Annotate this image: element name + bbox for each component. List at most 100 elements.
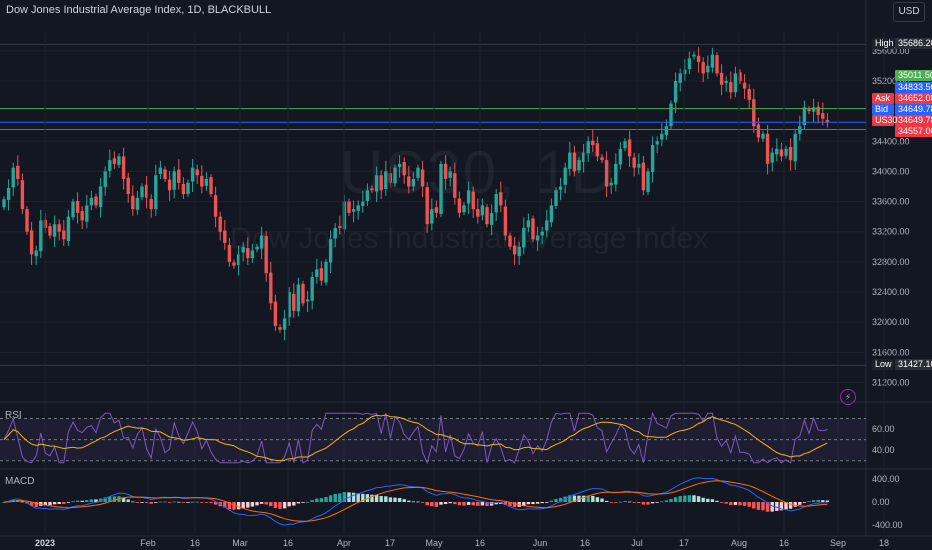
macd-histogram-bar: [457, 502, 462, 506]
candle-body: [476, 209, 480, 217]
x-tick-label: 16: [190, 538, 200, 548]
macd-histogram-bar: [752, 502, 756, 509]
macd-histogram-bar: [80, 500, 84, 502]
candle-body: [232, 262, 236, 266]
candle-body: [347, 201, 351, 213]
currency-button[interactable]: USD: [893, 2, 925, 22]
macd-histogram-bar: [227, 502, 232, 510]
candle-body: [379, 175, 383, 191]
candle-body: [103, 171, 107, 188]
macd-histogram-bar: [278, 502, 282, 509]
candle-body: [784, 148, 788, 156]
macd-histogram-bar: [416, 501, 420, 503]
candle-body: [351, 209, 356, 212]
x-tick-label: 2023: [35, 538, 55, 548]
macd-histogram-bar: [807, 501, 811, 503]
macd-histogram-bar: [434, 502, 439, 507]
macd-histogram-bar: [549, 500, 554, 502]
price-tag-name-low: Low: [872, 359, 894, 371]
y-tick-label: 35200.00: [872, 76, 910, 86]
candle-body: [678, 73, 682, 83]
rsi-label[interactable]: RSI: [5, 410, 22, 421]
candle-body: [85, 205, 89, 222]
candle-body: [236, 254, 241, 266]
macd-histogram-bar: [149, 502, 153, 504]
candle-body: [374, 175, 379, 192]
macd-histogram-bar: [821, 500, 825, 502]
candle-body: [25, 209, 29, 232]
candle-body: [365, 190, 370, 201]
candle-body: [292, 293, 296, 311]
candle-body: [163, 169, 167, 179]
macd-histogram-bar: [140, 502, 144, 503]
price-tag-name-sym: US30: [872, 115, 898, 126]
candle-body: [531, 218, 535, 240]
rsi-line: [3, 411, 828, 465]
candle-body: [462, 205, 466, 213]
candle-body: [227, 244, 232, 262]
candle-body: [540, 231, 544, 236]
macd-histogram-bar: [264, 502, 268, 505]
macd-label[interactable]: MACD: [5, 476, 35, 487]
macd-histogram-bar: [540, 502, 544, 504]
macd-tick-label: -400.00: [872, 520, 903, 530]
macd-histogram-bar: [466, 502, 471, 505]
macd-histogram-bar: [85, 500, 89, 502]
candle-body: [568, 152, 572, 169]
candle-body: [287, 292, 291, 318]
candle-body: [535, 235, 540, 241]
x-tick-label: Jul: [631, 538, 643, 548]
candle-body: [6, 188, 11, 200]
lightning-icon[interactable]: ⚡: [840, 389, 856, 405]
macd-histogram-bar: [637, 502, 641, 503]
candle-body: [177, 169, 181, 183]
candle-body: [121, 156, 126, 179]
macd-histogram-bar: [48, 502, 52, 506]
macd-histogram-bar: [476, 502, 480, 506]
macd-histogram-bar: [384, 496, 388, 502]
candle-body: [264, 236, 268, 274]
candle-body: [195, 169, 199, 176]
candle-body: [765, 133, 770, 164]
candle-body: [816, 106, 820, 115]
macd-histogram-bar: [600, 498, 604, 502]
candle-body: [282, 318, 287, 330]
candle-body: [310, 276, 314, 301]
macd-histogram-bar: [811, 500, 816, 502]
macd-histogram-bar: [236, 502, 241, 510]
candle-body: [821, 113, 825, 119]
macd-histogram-bar: [361, 493, 365, 502]
macd-histogram-bar: [439, 502, 443, 505]
candle-body: [402, 162, 406, 176]
candle-body: [324, 261, 328, 283]
macd-histogram-bar: [775, 502, 779, 511]
x-tick-label: Mar: [232, 538, 248, 548]
macd-histogram-bar: [535, 502, 540, 504]
macd-histogram-bar: [324, 497, 328, 502]
candle-body: [572, 152, 577, 172]
y-tick-label: 34000.00: [872, 166, 910, 176]
candle-body: [770, 152, 774, 163]
candle-body: [370, 188, 374, 191]
macd-histogram-bar: [296, 502, 301, 504]
macd-histogram-bar: [719, 502, 724, 503]
rsi-tick-label: 60.00: [872, 424, 895, 434]
macd-histogram-bar: [646, 502, 650, 505]
x-tick-label: 16: [475, 538, 485, 548]
candle-body: [733, 73, 738, 93]
macd-histogram-bar: [103, 497, 107, 502]
candle-body: [646, 171, 650, 193]
candle-body: [595, 143, 600, 157]
macd-histogram-bar: [420, 502, 425, 503]
candle-body: [664, 126, 669, 135]
macd-histogram-bar: [489, 502, 494, 506]
candle-body: [434, 207, 439, 213]
macd-histogram-bar: [144, 502, 149, 503]
macd-histogram-bar: [618, 501, 623, 503]
macd-histogram-bar: [742, 502, 747, 506]
candle-body: [407, 176, 411, 187]
price-tag-red: 34557.00: [895, 126, 932, 137]
macd-histogram-bar: [462, 502, 466, 506]
